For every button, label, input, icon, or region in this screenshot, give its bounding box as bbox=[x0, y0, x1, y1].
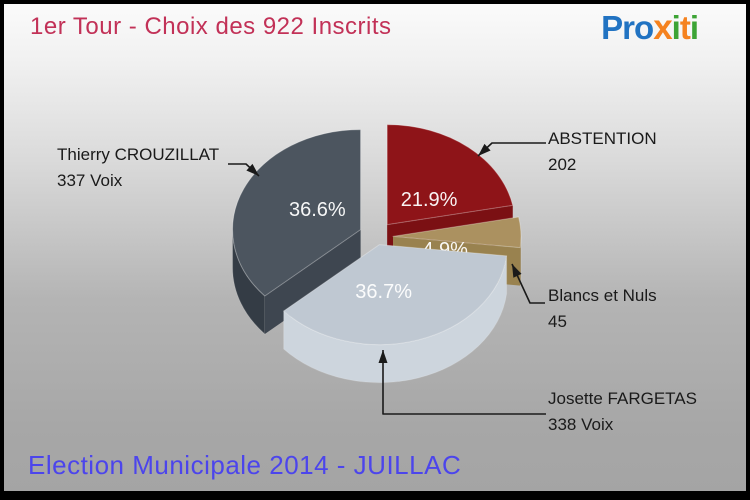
logo-x-glyph: x bbox=[653, 8, 672, 47]
logo-segment: t bbox=[679, 9, 691, 46]
logo-segment: i bbox=[689, 9, 699, 46]
logo-segment: i bbox=[671, 9, 681, 46]
callout-vote-count: 337 Voix bbox=[57, 171, 123, 190]
proxiti-logo: Proxiti bbox=[601, 8, 699, 48]
callout-leader-line bbox=[382, 350, 546, 415]
callout-josette-fargetas: Josette FARGETAS 338 Voix bbox=[548, 386, 697, 438]
slice-percent-label-josette-fargetas: 36.7% bbox=[355, 281, 412, 303]
slice-percent-label-thierry-crouzillat: 36.6% bbox=[289, 199, 346, 221]
callout-abstention: ABSTENTION 202 bbox=[548, 126, 657, 178]
page-title: 1er Tour - Choix des 922 Inscrits bbox=[30, 13, 392, 40]
callout-arrowhead bbox=[246, 163, 259, 176]
logo-segment: Pro bbox=[601, 9, 654, 46]
callout-category-name: ABSTENTION bbox=[548, 129, 657, 148]
callout-thierry-crouzillat: Thierry CROUZILLAT 337 Voix bbox=[57, 142, 219, 194]
slice-percent-label-abstention: 21.9% bbox=[401, 189, 458, 211]
footer-caption: Election Municipale 2014 - JUILLAC bbox=[28, 450, 462, 480]
callout-vote-count: 202 bbox=[548, 155, 577, 174]
callout-arrowhead bbox=[512, 264, 522, 278]
callout-arrowhead bbox=[378, 350, 388, 363]
callout-candidate-name: Josette FARGETAS bbox=[548, 389, 697, 408]
callout-candidate-name: Thierry CROUZILLAT bbox=[57, 145, 220, 164]
callout-category-name: Blancs et Nuls bbox=[548, 286, 657, 305]
pie-slice-josette-fargetas bbox=[283, 244, 508, 346]
pie-slice-blancs-et-nuls bbox=[392, 216, 522, 249]
callout-blancs-et-nuls: Blancs et Nuls 45 bbox=[548, 283, 657, 335]
pie-slice-thierry-crouzillat bbox=[232, 129, 362, 297]
callout-vote-count: 338 Voix bbox=[548, 415, 614, 434]
callout-leader-line bbox=[511, 263, 545, 304]
pie-slice-abstention bbox=[386, 124, 514, 226]
callout-vote-count: 45 bbox=[548, 312, 567, 331]
callout-arrowhead bbox=[478, 143, 491, 156]
